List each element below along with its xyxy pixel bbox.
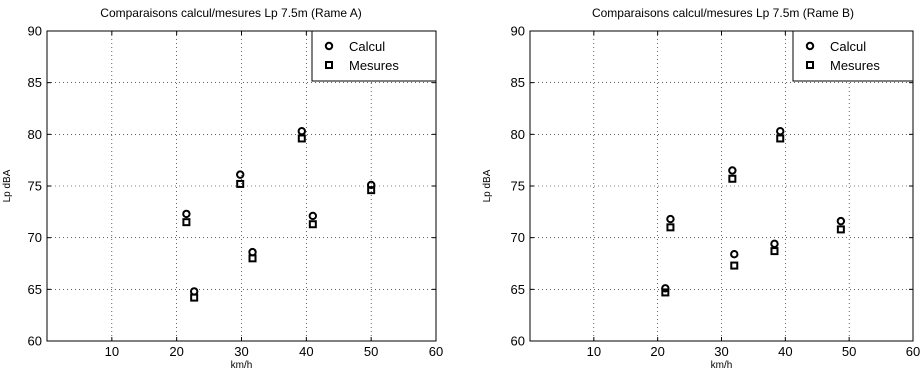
y-tick-label: 70 <box>511 230 525 245</box>
chart-title: Comparaisons calcul/mesures Lp 7.5m (Ram… <box>100 6 361 20</box>
data-point-mesures <box>728 174 737 183</box>
chart-title: Comparaisons calcul/mesures Lp 7.5m (Ram… <box>592 6 854 20</box>
data-point-calcul <box>182 209 191 219</box>
y-tick-label: 80 <box>28 127 42 142</box>
legend-box <box>311 30 437 82</box>
legend-marker-mesures <box>325 61 333 69</box>
x-tick-label: 40 <box>299 344 313 359</box>
data-point-mesures <box>836 225 845 234</box>
y-tick-label: 60 <box>511 334 525 349</box>
y-tick-label: 85 <box>511 75 525 90</box>
plot-area <box>530 31 913 341</box>
chart-panel-1: 10 20 30 40 50 60 60 65 70 75 80 85 90 Comparaisons c… <box>2 6 443 371</box>
x-tick-label: 20 <box>169 344 183 359</box>
series-calcul <box>661 127 846 293</box>
y-tick-label: 70 <box>28 230 42 245</box>
legend: Calcul Mesures <box>311 30 437 82</box>
data-point-calcul <box>770 239 779 249</box>
data-point-calcul <box>728 166 737 175</box>
x-tick-label: 20 <box>650 344 664 359</box>
y-tick-label: 60 <box>28 334 42 349</box>
x-axis-label: km/h <box>231 360 253 371</box>
x-tick-label: 50 <box>842 344 856 359</box>
y-tick-label: 85 <box>28 75 42 90</box>
y-tick-label: 65 <box>511 282 525 297</box>
data-point-mesures <box>248 254 257 263</box>
x-tick-label: 10 <box>105 344 119 359</box>
y-axis-label: Lp dBA <box>482 169 493 202</box>
data-point-mesures <box>190 293 199 302</box>
legend-entry-mesures: Mesures <box>349 58 399 73</box>
series-mesures <box>182 134 376 302</box>
data-point-mesures <box>182 218 191 227</box>
data-point-calcul <box>666 214 675 224</box>
data-point-mesures <box>730 261 739 270</box>
y-axis-label: Lp dBA <box>2 169 13 202</box>
data-point-calcul <box>236 170 245 179</box>
y-tick-label: 65 <box>28 282 42 297</box>
data-point-mesures <box>236 179 245 188</box>
x-tick-label: 40 <box>778 344 792 359</box>
legend-entry-calcul: Calcul <box>349 39 385 54</box>
y-tick-label: 90 <box>511 24 525 39</box>
data-point-calcul <box>836 216 846 226</box>
legend-entry-calcul: Calcul <box>830 39 866 54</box>
legend-marker-mesures <box>806 61 814 69</box>
legend: Calcul Mesures <box>792 30 914 82</box>
data-point-mesures <box>661 288 670 297</box>
x-tick-label: 50 <box>364 344 378 359</box>
data-point-mesures <box>666 223 675 232</box>
data-point-mesures <box>776 134 785 143</box>
x-tick-label: 30 <box>714 344 728 359</box>
legend-entry-mesures: Mesures <box>830 58 880 73</box>
y-tick-label: 75 <box>511 179 525 194</box>
data-point-mesures <box>297 134 306 143</box>
data-point-mesures <box>770 247 779 256</box>
data-point-calcul <box>730 250 739 259</box>
data-point-calcul <box>297 127 306 136</box>
y-tick-label: 90 <box>28 24 42 39</box>
data-point-calcul <box>366 180 376 190</box>
x-tick-label: 60 <box>906 344 920 359</box>
y-tick-label: 75 <box>28 179 42 194</box>
legend-marker-calcul <box>805 41 815 51</box>
data-point-mesures <box>308 220 317 229</box>
data-point-mesures <box>367 186 376 195</box>
data-point-calcul <box>308 211 318 221</box>
series-mesures <box>661 134 845 297</box>
legend-box <box>792 30 914 82</box>
x-tick-label: 30 <box>234 344 248 359</box>
x-tick-label: 60 <box>429 344 443 359</box>
x-tick-label: 10 <box>587 344 601 359</box>
data-point-calcul <box>661 284 670 293</box>
x-axis-label: km/h <box>711 360 733 371</box>
legend-marker-calcul <box>324 41 334 51</box>
chart-panel-2: 10 20 30 40 50 60 60 65 70 75 80 85 90 Comparaisons c… <box>482 6 920 371</box>
data-point-calcul <box>776 127 785 136</box>
y-tick-label: 80 <box>511 127 525 142</box>
